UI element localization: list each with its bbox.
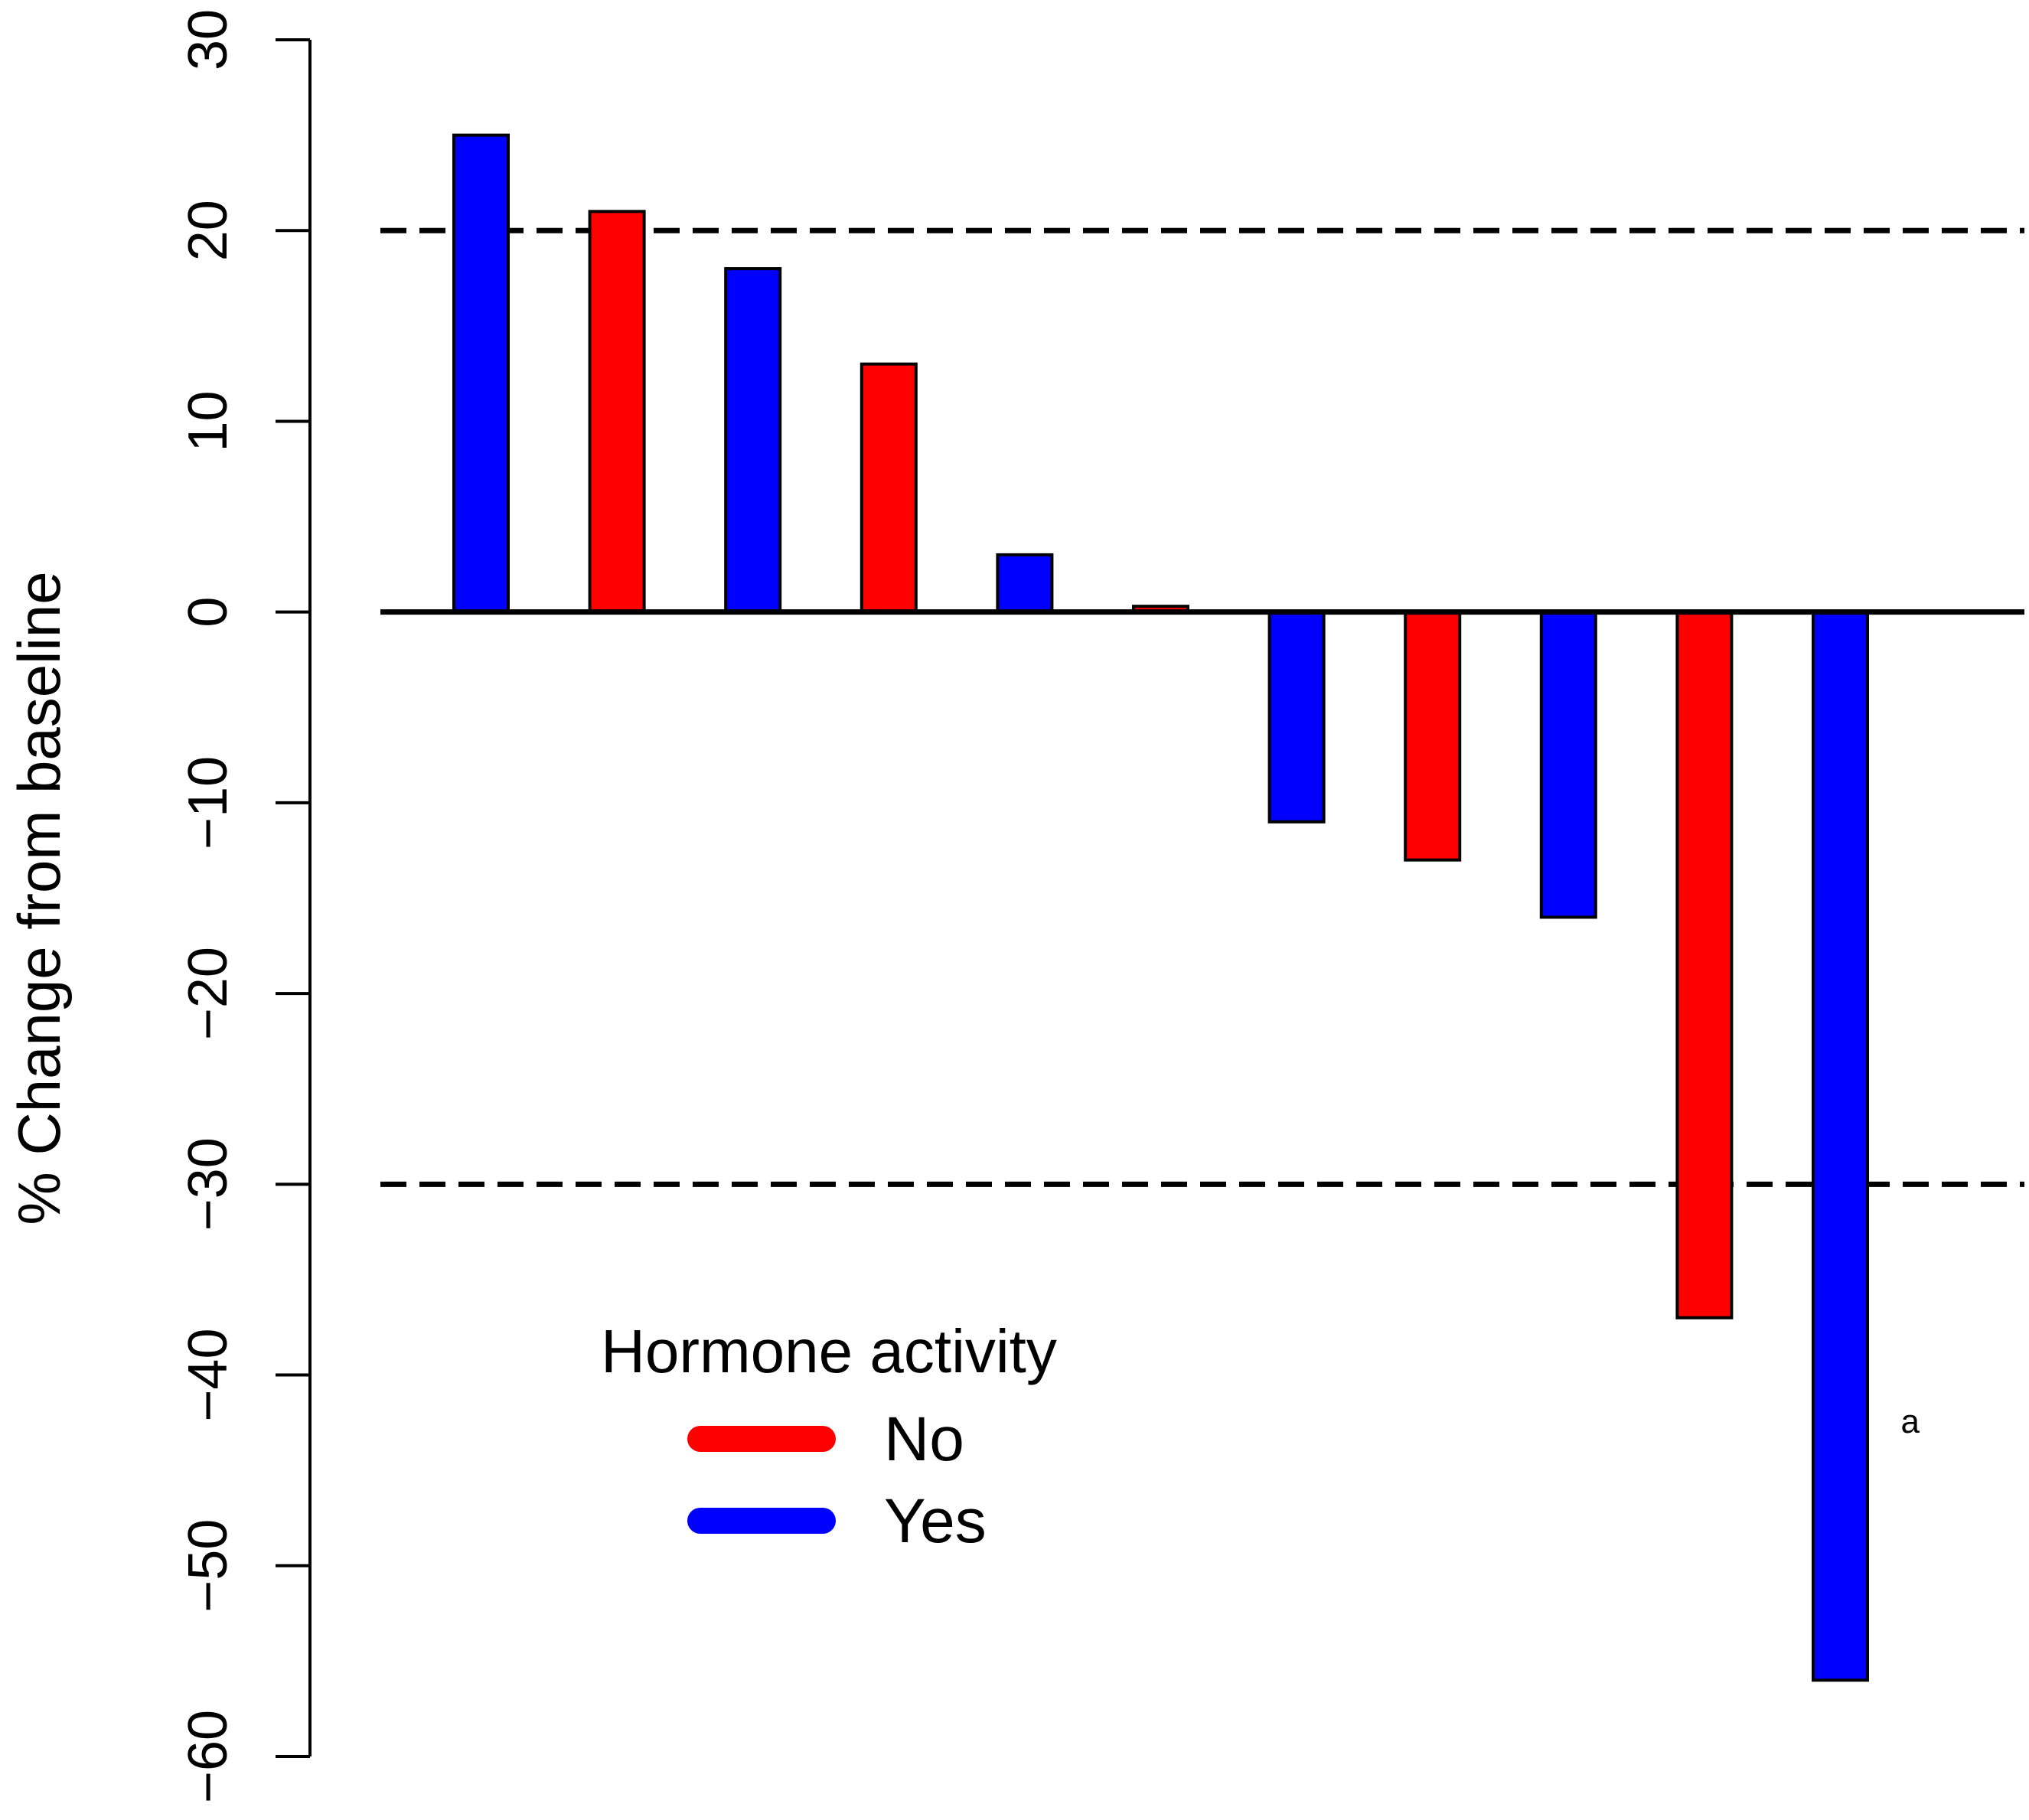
y-tick-label: 20 xyxy=(178,200,239,261)
legend-label: Yes xyxy=(884,1486,987,1556)
y-tick-label: −40 xyxy=(178,1328,239,1421)
legend-items: No Yes xyxy=(687,1404,987,1556)
bar xyxy=(452,133,510,614)
annotations: a xyxy=(1901,1403,1920,1440)
bar xyxy=(996,553,1054,614)
reference-lines xyxy=(380,227,2024,1187)
y-tick-label: −10 xyxy=(178,756,239,850)
bar xyxy=(1404,610,1462,862)
y-tick-label: −30 xyxy=(178,1137,239,1231)
bar xyxy=(588,210,646,614)
bars xyxy=(452,133,1869,1682)
bar xyxy=(1812,610,1869,1682)
bar xyxy=(724,267,782,614)
bar xyxy=(1675,610,1734,1319)
bar xyxy=(1539,610,1597,919)
legend: Hormone activity No Yes xyxy=(601,1317,1057,1556)
annotation-label: a xyxy=(1901,1403,1920,1440)
y-tick-label: 30 xyxy=(178,9,239,70)
y-tick-label: −60 xyxy=(178,1710,239,1803)
y-axis: 30 20 10 0 −10 −20 −30 −40 −50 −60 xyxy=(178,9,312,1803)
bar xyxy=(860,362,918,614)
y-tick-label: 10 xyxy=(178,390,239,452)
y-axis-label: % Change from baseline xyxy=(5,571,73,1225)
legend-label: No xyxy=(884,1404,964,1474)
bar xyxy=(1267,610,1326,824)
y-tick-label: −20 xyxy=(178,947,239,1040)
y-tick-label: −50 xyxy=(178,1519,239,1613)
y-tick-label: 0 xyxy=(178,597,239,628)
legend-title: Hormone activity xyxy=(601,1317,1057,1385)
